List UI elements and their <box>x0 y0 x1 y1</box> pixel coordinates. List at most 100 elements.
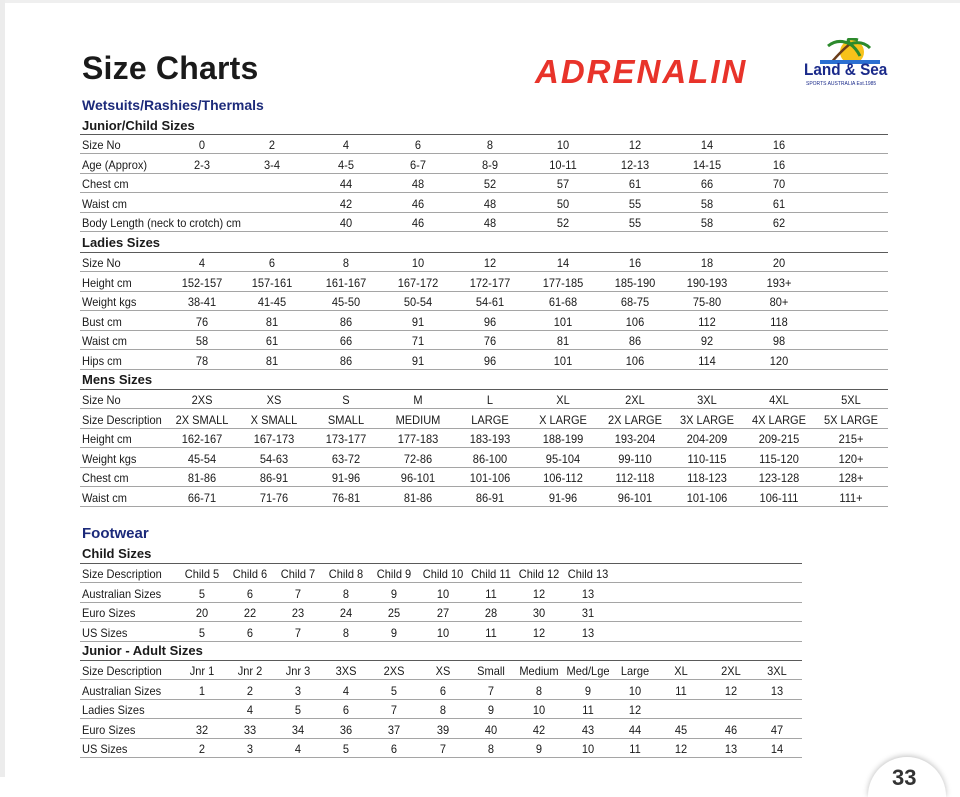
table-cell: 42 <box>339 196 353 211</box>
row-label: Height cm <box>82 275 132 290</box>
adrenalin-logo: ADRENALIN <box>535 53 748 90</box>
table-cell: 12 <box>674 742 688 757</box>
table-cell: 81 <box>556 334 570 349</box>
table-cell: 4-5 <box>338 157 354 172</box>
palm-tree-icon <box>820 38 880 64</box>
table-cell: 92 <box>700 334 714 349</box>
table-cell: 11 <box>485 625 497 640</box>
frame-top-edge <box>0 0 960 3</box>
table-cell: 106-112 <box>543 471 583 486</box>
table-cell: 86-91 <box>475 491 505 505</box>
table-row: Body Length (neck to crotch) cm 40 46 48 52 5… <box>80 213 888 233</box>
row-label: Waist cm <box>82 196 127 211</box>
table-cell: 46 <box>411 196 425 211</box>
table-cell: 12 <box>532 586 546 601</box>
table-cell: 38-41 <box>187 295 217 310</box>
table-cell: 5 <box>198 586 206 601</box>
table-cell: 8 <box>486 138 494 152</box>
table-cell: 13 <box>581 625 595 640</box>
table-cell: 54-63 <box>259 451 289 466</box>
table-row: Waist cm 66-71 71-76 76-81 81-86 86-91 91-96 96… <box>80 488 888 507</box>
table-cell: 3-4 <box>264 157 280 172</box>
table-cell: 10 <box>556 138 570 152</box>
row-label: Ladies Sizes <box>82 703 145 718</box>
table-cell: XL <box>674 664 688 678</box>
table-row: Age (Approx) 2-3 3-4 4-5 6-7 8-9 10-11 12-13 14-… <box>80 155 888 174</box>
table-cell: LARGE <box>471 412 509 427</box>
table-cell: 33 <box>243 722 257 737</box>
table-cell: MEDIUM <box>395 412 441 427</box>
table-cell: 11 <box>629 742 641 757</box>
table-cell: 78 <box>195 354 209 368</box>
table-cell: 23 <box>291 606 305 621</box>
table-row: Australian Sizes 1 2 3 4 5 6 7 8 9 10 11 12 13 <box>80 681 802 700</box>
table-cell: 80+ <box>769 295 789 310</box>
table-cell: 62 <box>772 216 786 231</box>
row-label: US Sizes <box>82 625 128 640</box>
table-cell: 120+ <box>838 451 864 466</box>
table-cell: 50-54 <box>403 295 433 310</box>
row-label: Bust cm <box>82 314 122 329</box>
table-cell: XS <box>266 393 282 407</box>
table-cell: 6 <box>342 703 350 718</box>
table-cell: 50 <box>556 196 570 211</box>
table-cell: 55 <box>628 196 642 211</box>
table-cell: 7 <box>487 683 495 698</box>
table-row: Ladies Sizes 4 5 6 7 8 9 10 11 12 <box>80 700 802 720</box>
table-cell: 61-68 <box>548 295 578 310</box>
table-cell: 118-123 <box>687 471 727 486</box>
table-row: Height cm 152-157 157-161 161-167 167-172 172… <box>80 273 888 292</box>
row-label: Size Description <box>82 412 162 427</box>
table-cell: 183-193 <box>469 432 511 447</box>
table-cell: 14-15 <box>692 157 722 172</box>
table-cell: 10 <box>628 683 642 698</box>
row-label: Euro Sizes <box>82 722 136 737</box>
table-cell: 9 <box>487 703 495 718</box>
table-cell: 47 <box>770 722 784 737</box>
table-cell: Large <box>620 664 650 678</box>
table-cell: 7 <box>294 586 302 601</box>
table-cell: Child 13 <box>567 567 609 581</box>
table-cell: 91 <box>411 354 425 368</box>
table-cell: 9 <box>535 742 543 757</box>
table-cell: 4XL <box>769 393 789 407</box>
table-cell: Child 7 <box>280 567 316 581</box>
table-cell: 63-72 <box>331 451 361 466</box>
table-cell: SMALL <box>327 412 365 427</box>
table-cell: 209-215 <box>758 432 800 447</box>
table-cell: S <box>342 393 350 407</box>
table-cell: 167-172 <box>397 275 439 290</box>
page-number: 33 <box>892 765 917 790</box>
table-cell: 118 <box>770 314 788 329</box>
table-cell: Child 5 <box>184 567 220 581</box>
table-cell: 110-115 <box>687 451 727 466</box>
table-row: Euro Sizes 20 22 23 24 25 27 28 30 31 <box>80 603 802 623</box>
table-cell: 128+ <box>838 471 864 486</box>
table-row: Size Description 2X SMALL X SMALL SMALL MEDI… <box>80 410 888 429</box>
table-cell: 58 <box>700 216 714 231</box>
table-cell: 45-50 <box>331 295 361 310</box>
table-row: Height cm 162-167 167-173 173-177 177-183 183… <box>80 429 888 449</box>
table-cell: 55 <box>628 216 642 231</box>
table-cell: 86-91 <box>259 471 289 486</box>
section-title: Footwear <box>82 525 149 542</box>
row-label: Australian Sizes <box>82 683 162 698</box>
table-cell: 46 <box>411 216 425 231</box>
table-cell: Child 12 <box>518 567 560 581</box>
table-cell: 57 <box>556 177 570 192</box>
table-cell: 91-96 <box>331 471 361 486</box>
table-cell: 75-80 <box>692 295 722 310</box>
land-and-sea-logo: Land & Sea SPORTS AUSTRALIA Est.1985 <box>804 38 894 90</box>
table-cell: 5XL <box>841 393 861 407</box>
table-cell: 28 <box>484 606 498 621</box>
table-row: Hips cm 78 81 86 91 96 101 106 114 120 <box>80 351 888 370</box>
table-cell: 48 <box>483 216 497 231</box>
table-cell: 8 <box>535 683 543 698</box>
table-cell: 39 <box>436 722 450 737</box>
row-label: Size No <box>82 256 121 270</box>
table-cell: 0 <box>198 138 206 152</box>
table-cell: 106-111 <box>759 491 799 505</box>
table-cell: 173-177 <box>325 432 367 447</box>
land-and-sea-wordmark: Land & Sea <box>804 60 888 79</box>
table-cell: 7 <box>294 625 302 640</box>
